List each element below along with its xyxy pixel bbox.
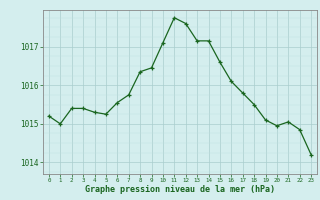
X-axis label: Graphe pression niveau de la mer (hPa): Graphe pression niveau de la mer (hPa) xyxy=(85,185,275,194)
